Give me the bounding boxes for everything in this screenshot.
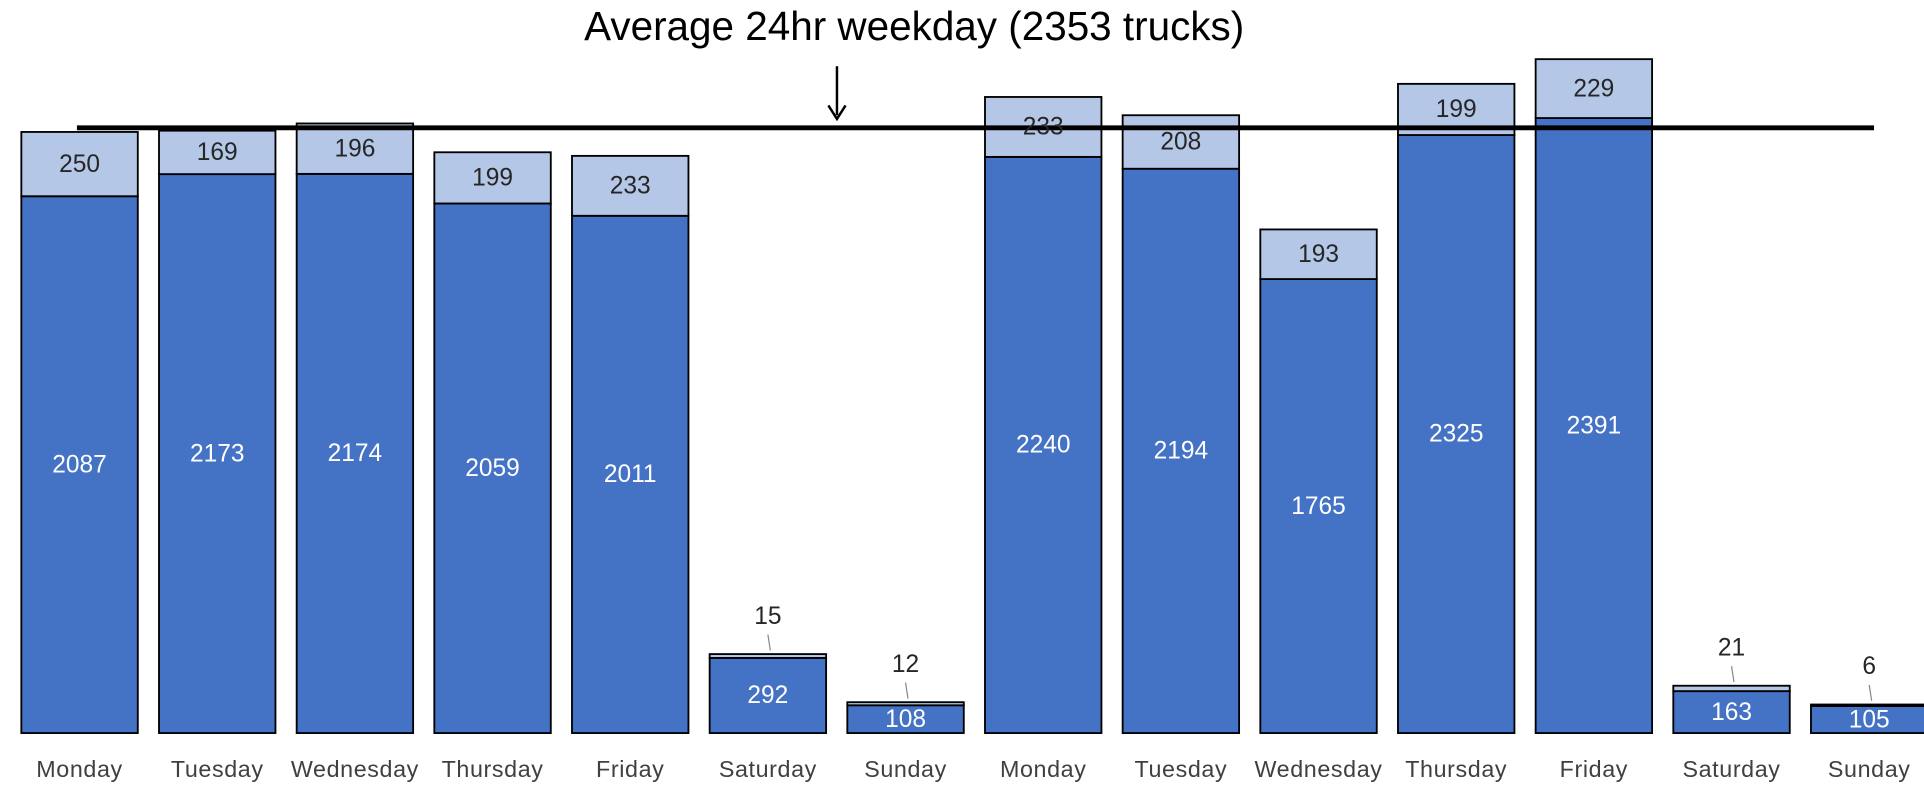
x-tick-label: Friday <box>596 756 664 782</box>
data-label: 233 <box>1023 114 1064 141</box>
data-label: 2194 <box>1154 438 1209 465</box>
leader-line <box>1730 666 1735 683</box>
bar-segment <box>158 173 277 734</box>
x-tick-label: Thursday <box>442 756 544 782</box>
leader-line <box>1868 684 1873 701</box>
data-label: 105 <box>1849 706 1890 733</box>
data-label: 2173 <box>190 440 245 467</box>
x-tick-label: Thursday <box>1405 756 1507 782</box>
data-label: 2325 <box>1429 421 1484 448</box>
x-tick-label: Saturday <box>1682 756 1780 782</box>
data-label: 193 <box>1298 241 1339 268</box>
bar-segment <box>571 154 690 217</box>
data-label: 2011 <box>604 461 657 488</box>
bar-segment <box>20 131 139 198</box>
data-label: 208 <box>1160 129 1201 156</box>
x-tick-label: Friday <box>1560 756 1628 782</box>
bar-segment <box>433 202 552 734</box>
bar-segment <box>20 195 139 734</box>
data-label: 12 <box>892 651 919 678</box>
data-label: 2087 <box>52 451 107 478</box>
bar-segment <box>295 172 415 734</box>
data-label: 250 <box>59 151 100 178</box>
bar-segment <box>1672 690 1791 734</box>
bar-segment <box>1397 134 1516 734</box>
x-tick-label: Tuesday <box>171 756 264 782</box>
data-label: 2391 <box>1567 412 1622 439</box>
leader-line <box>767 634 771 651</box>
x-tick-label: Saturday <box>719 756 817 782</box>
x-tick-label: Sunday <box>1828 756 1911 782</box>
leader-line <box>904 682 909 699</box>
x-tick-label: Monday <box>36 756 123 782</box>
x-tick-label: Tuesday <box>1135 756 1228 782</box>
x-tick-label: Wednesday <box>291 756 419 782</box>
data-label: 2059 <box>465 455 520 482</box>
bar-segment <box>158 129 277 176</box>
reference-label: Average 24hr weekday (2353 trucks) <box>584 3 1244 49</box>
data-label: 292 <box>747 682 788 709</box>
bar-segment <box>984 155 1103 734</box>
bar-segment <box>433 151 552 205</box>
data-label: 2240 <box>1016 432 1071 459</box>
arrow-head <box>827 104 847 122</box>
data-label: 1765 <box>1291 493 1346 520</box>
bar-segment <box>1121 167 1241 734</box>
data-label: 15 <box>754 603 781 630</box>
data-label: 108 <box>885 706 926 733</box>
bar-segment <box>1259 228 1378 280</box>
bar-segment <box>295 122 415 175</box>
bar-segment <box>846 701 965 707</box>
data-label: 199 <box>472 165 513 192</box>
x-tick-label: Monday <box>1000 756 1087 782</box>
bar-segment <box>571 214 690 734</box>
bar-segment <box>708 653 828 659</box>
data-label: 199 <box>1436 96 1477 123</box>
data-label: 2174 <box>328 440 383 467</box>
bar-segment <box>1810 705 1924 734</box>
bar-segment <box>1810 703 1924 707</box>
bar-segment <box>1534 58 1654 119</box>
data-label: 21 <box>1718 634 1745 661</box>
bar-segment <box>708 657 828 734</box>
bar-segment <box>1672 684 1791 693</box>
data-label: 233 <box>610 173 651 200</box>
data-label: 169 <box>197 139 238 166</box>
data-label: 6 <box>1862 653 1876 680</box>
bar-segment <box>1259 278 1378 734</box>
data-label: 163 <box>1711 699 1752 726</box>
data-label: 229 <box>1573 75 1614 102</box>
bar-segment <box>1121 114 1241 170</box>
x-tick-label: Wednesday <box>1255 756 1383 782</box>
x-tick-label: Sunday <box>864 756 947 782</box>
data-label: 196 <box>334 135 375 162</box>
bar-segment <box>1534 117 1654 734</box>
